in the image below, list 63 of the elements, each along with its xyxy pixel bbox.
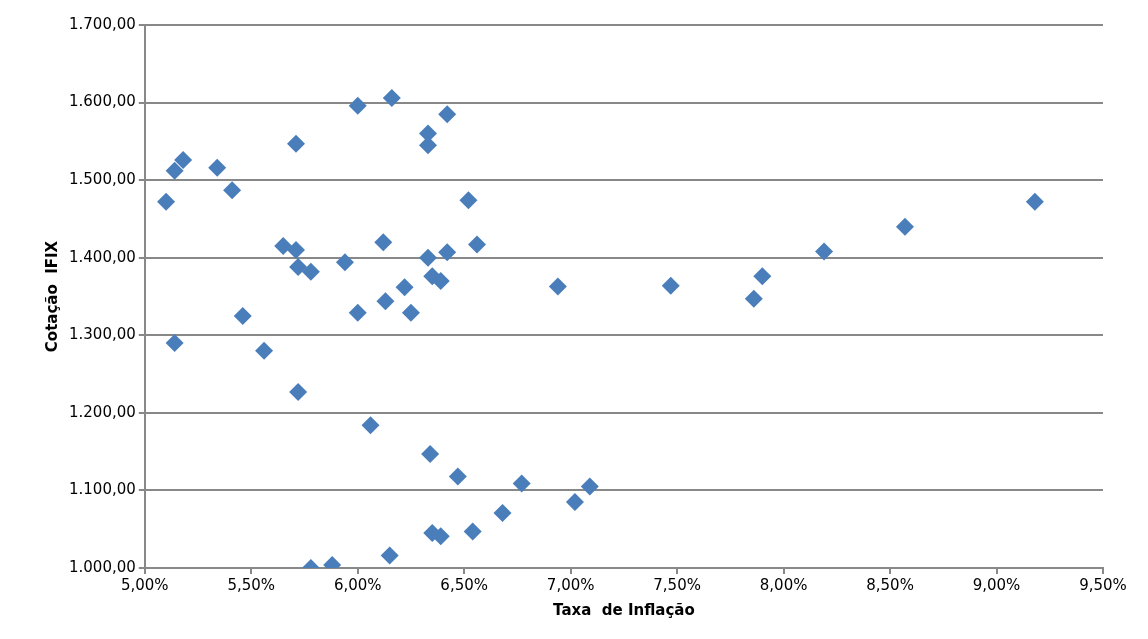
point	[174, 150, 193, 169]
point	[223, 181, 242, 200]
y-tick-label: 1.100,00	[69, 480, 136, 499]
x-tick-label: 6,50%	[440, 575, 489, 594]
point	[815, 242, 834, 261]
point	[548, 277, 567, 296]
y-axis-title: Cotação IFIX	[42, 240, 61, 353]
point	[421, 444, 440, 463]
point	[165, 161, 184, 180]
x-tick-label: 5,50%	[227, 575, 276, 594]
point	[463, 522, 482, 541]
point	[419, 248, 437, 267]
x-tick-label: 7,50%	[653, 575, 701, 594]
point	[348, 96, 367, 115]
x-tick-label: 6,00%	[333, 575, 382, 594]
point	[467, 235, 486, 254]
y-tick-label: 1.700,00	[69, 14, 136, 33]
point	[376, 292, 395, 311]
point	[459, 191, 478, 210]
point	[286, 240, 305, 259]
point	[1025, 192, 1044, 211]
point	[374, 233, 393, 252]
point	[208, 158, 227, 177]
point	[301, 262, 320, 281]
point	[233, 306, 252, 325]
point	[348, 303, 367, 322]
point	[286, 134, 305, 153]
point	[289, 258, 308, 277]
x-tick-label: 7,00%	[546, 575, 595, 594]
point	[335, 253, 354, 272]
point	[661, 276, 680, 295]
y-tick-label: 1.300,00	[69, 325, 136, 344]
point	[382, 88, 401, 107]
point	[289, 382, 308, 401]
point	[580, 477, 599, 496]
y-tick-label: 1.600,00	[69, 92, 136, 111]
point	[512, 474, 531, 493]
point	[255, 341, 274, 360]
point	[274, 237, 293, 256]
y-tick-label: 1.200,00	[69, 402, 136, 421]
x-tick-label: 5,00%	[120, 575, 169, 594]
x-tick-label: 8,50%	[866, 575, 914, 594]
point	[744, 289, 763, 308]
point	[401, 303, 420, 322]
point	[395, 278, 414, 297]
point	[438, 105, 457, 124]
point	[165, 334, 184, 353]
x-tick-label: 9,50%	[1079, 575, 1127, 594]
point	[438, 243, 457, 262]
point	[493, 503, 512, 522]
point	[380, 546, 399, 565]
y-tick-label: 1.000,00	[69, 557, 136, 576]
point	[565, 493, 584, 512]
point	[448, 467, 467, 486]
x-axis-title: Taxa de Inflação	[553, 600, 695, 619]
point	[361, 416, 380, 435]
point	[157, 192, 176, 211]
x-tick-label: 9,00%	[972, 575, 1021, 594]
point	[753, 267, 772, 286]
x-tick-label: 8,00%	[759, 575, 808, 594]
y-tick-label: 1.500,00	[69, 170, 136, 189]
point	[895, 217, 914, 236]
y-tick-label: 1.400,00	[69, 247, 136, 266]
